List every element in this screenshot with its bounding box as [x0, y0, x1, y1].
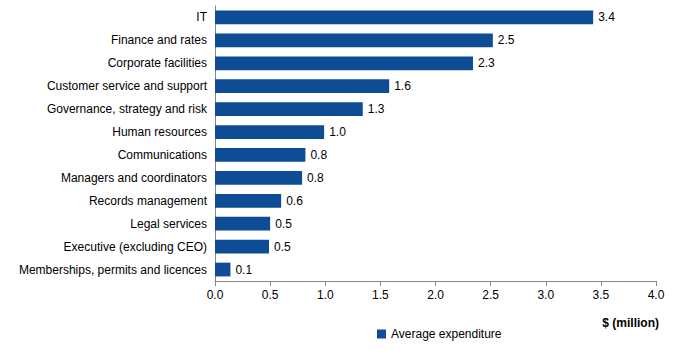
svg-text:3.5: 3.5: [593, 288, 610, 302]
svg-text:0.6: 0.6: [286, 194, 303, 208]
svg-text:0.5: 0.5: [274, 240, 291, 254]
svg-text:0.5: 0.5: [262, 288, 279, 302]
svg-text:2.5: 2.5: [482, 288, 499, 302]
svg-text:1.3: 1.3: [368, 102, 385, 116]
svg-text:2.5: 2.5: [498, 33, 515, 47]
svg-text:Memberships, permits and licen: Memberships, permits and licences: [19, 263, 207, 277]
svg-text:Managers and coordinators: Managers and coordinators: [61, 171, 207, 185]
svg-text:$ (million): $ (million): [602, 316, 659, 330]
svg-text:Finance and rates: Finance and rates: [111, 33, 207, 47]
svg-text:0.0: 0.0: [207, 288, 224, 302]
svg-text:Customer service and support: Customer service and support: [47, 79, 208, 93]
svg-text:0.8: 0.8: [310, 148, 327, 162]
svg-text:1.0: 1.0: [317, 288, 334, 302]
svg-text:1.0: 1.0: [329, 125, 346, 139]
svg-text:0.5: 0.5: [275, 217, 292, 231]
svg-text:Human resources: Human resources: [112, 125, 207, 139]
svg-text:3.4: 3.4: [598, 10, 615, 24]
svg-text:3.0: 3.0: [537, 288, 554, 302]
svg-text:Executive (excluding CEO): Executive (excluding CEO): [64, 240, 207, 254]
svg-text:Corporate facilities: Corporate facilities: [108, 56, 207, 70]
svg-text:IT: IT: [196, 10, 207, 24]
svg-text:Governance, strategy and risk: Governance, strategy and risk: [47, 102, 208, 116]
svg-text:4.0: 4.0: [648, 288, 665, 302]
svg-text:Average expenditure: Average expenditure: [391, 327, 502, 341]
svg-text:1.5: 1.5: [372, 288, 389, 302]
svg-text:1.6: 1.6: [394, 79, 411, 93]
svg-text:0.1: 0.1: [235, 263, 252, 277]
svg-text:Legal services: Legal services: [130, 217, 207, 231]
svg-text:Communications: Communications: [118, 148, 207, 162]
svg-text:2.0: 2.0: [427, 288, 444, 302]
svg-text:Records management: Records management: [89, 194, 208, 208]
svg-text:2.3: 2.3: [478, 56, 495, 70]
svg-text:0.8: 0.8: [307, 171, 324, 185]
